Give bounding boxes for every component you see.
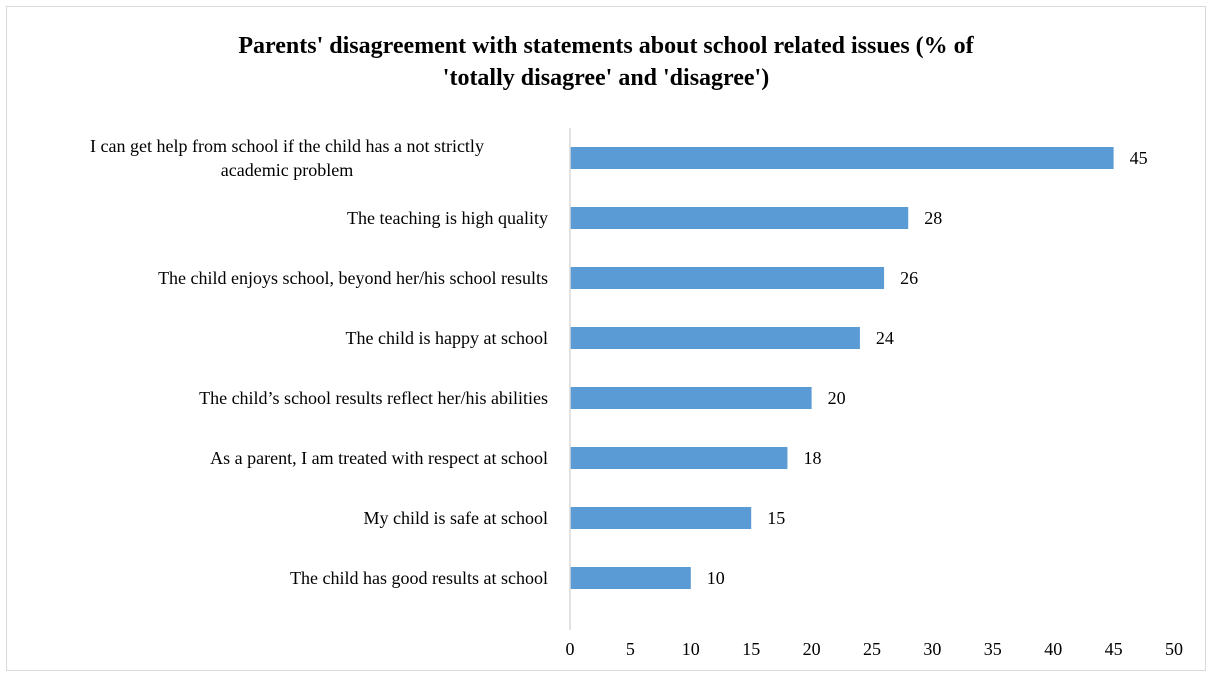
x-tick-label: 20 [803, 639, 821, 659]
x-tick-label: 30 [923, 639, 941, 659]
category-label: The child enjoys school, beyond her/his … [158, 268, 548, 288]
x-tick-label: 25 [863, 639, 881, 659]
category-label: The teaching is high quality [347, 208, 548, 228]
category-label: The child is happy at school [346, 328, 548, 348]
data-labels: 45 28 26 24 20 18 15 10 [707, 148, 1148, 588]
x-tick-label: 10 [682, 639, 700, 659]
data-label: 24 [876, 328, 894, 348]
bars [570, 147, 1114, 589]
bar [570, 267, 885, 289]
x-tick-label: 45 [1105, 639, 1123, 659]
bar [570, 567, 691, 589]
category-label: The child has good results at school [290, 568, 548, 588]
data-label: 18 [803, 448, 821, 468]
x-tick-label: 50 [1165, 639, 1183, 659]
bar [570, 207, 909, 229]
category-labels: I can get help from school if the child … [90, 136, 548, 588]
category-label: I can get help from school if the child … [90, 136, 484, 180]
data-label: 20 [828, 388, 846, 408]
data-label: 28 [924, 208, 942, 228]
data-label: 15 [767, 508, 785, 528]
data-label: 45 [1130, 148, 1148, 168]
bar [570, 387, 812, 409]
x-tick-label: 15 [742, 639, 760, 659]
category-label: The child’s school results reflect her/h… [199, 388, 548, 408]
x-tick-label: 40 [1044, 639, 1062, 659]
data-label: 10 [707, 568, 725, 588]
value-axis: 0 5 10 15 20 25 30 35 40 45 50 [566, 128, 1183, 659]
x-tick-label: 5 [626, 639, 635, 659]
category-label-line: I can get help from school if the child … [90, 136, 484, 156]
bar [570, 147, 1114, 169]
bar [570, 447, 788, 469]
data-label: 26 [900, 268, 918, 288]
x-tick-label: 35 [984, 639, 1002, 659]
category-label: As a parent, I am treated with respect a… [210, 448, 548, 468]
bar [570, 327, 860, 349]
category-label: My child is safe at school [364, 508, 548, 528]
chart-title: Parents' disagreement with statements ab… [238, 33, 974, 91]
x-tick-label: 0 [566, 639, 575, 659]
category-label-line: academic problem [221, 160, 353, 180]
bar [570, 507, 752, 529]
